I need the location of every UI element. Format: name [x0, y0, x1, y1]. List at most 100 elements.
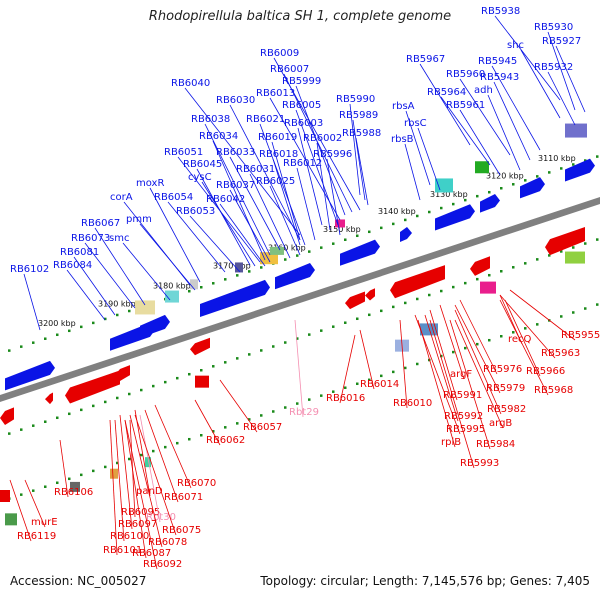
feature-block[interactable] [70, 481, 80, 492]
reverse-gene-arrow[interactable] [365, 288, 375, 301]
top-gene-label[interactable]: RB6019 [258, 132, 297, 143]
top-gene-label[interactable]: RB6003 [284, 118, 323, 129]
feature-block[interactable] [270, 246, 284, 255]
top-gene-label[interactable]: RB6030 [216, 95, 255, 106]
bottom-gene-label[interactable]: RB6016 [326, 393, 365, 404]
feature-block[interactable] [135, 300, 155, 315]
reverse-gene-arrow[interactable] [545, 226, 585, 256]
top-gene-label[interactable]: RB6012 [283, 158, 322, 169]
top-gene-label[interactable]: RB5930 [534, 22, 573, 33]
bottom-gene-label[interactable]: argB [489, 418, 512, 429]
top-gene-label[interactable]: adh [474, 85, 493, 96]
reverse-gene-arrow[interactable] [345, 291, 365, 310]
bottom-gene-label[interactable]: RB6119 [17, 531, 56, 542]
top-gene-label[interactable]: shc [507, 40, 524, 51]
reverse-gene-arrow[interactable] [190, 337, 210, 356]
top-gene-label[interactable]: RB6040 [171, 78, 210, 89]
bottom-gene-label[interactable]: RB6078 [148, 537, 187, 548]
bottom-gene-label[interactable]: argF [450, 369, 472, 380]
top-gene-label[interactable]: RB6067 [81, 218, 120, 229]
bottom-gene-label[interactable]: RB5966 [526, 366, 565, 377]
top-gene-label[interactable]: RB5943 [480, 72, 519, 83]
feature-block[interactable] [5, 513, 17, 526]
bottom-gene-label[interactable]: RB6100 [110, 531, 149, 542]
bottom-gene-label[interactable]: Rbt30 [146, 512, 176, 523]
forward-gene-arrow[interactable] [140, 314, 170, 338]
feature-block[interactable] [260, 252, 278, 265]
bottom-gene-label[interactable]: RB6097 [118, 519, 157, 530]
top-gene-label[interactable]: rbsB [391, 134, 414, 145]
forward-gene-arrow[interactable] [520, 177, 545, 199]
feature-block[interactable] [420, 323, 438, 336]
top-gene-label[interactable]: RB6031 [236, 164, 275, 175]
bottom-gene-label[interactable]: RB6014 [360, 379, 399, 390]
top-gene-label[interactable]: RB6045 [183, 159, 222, 170]
reverse-gene-arrow[interactable] [0, 407, 14, 425]
top-gene-label[interactable]: RB6013 [256, 88, 295, 99]
forward-gene-arrow[interactable] [400, 227, 412, 242]
top-gene-label[interactable]: RB5961 [446, 100, 485, 111]
bottom-gene-label[interactable]: RB5995 [446, 424, 485, 435]
top-gene-label[interactable]: RB6038 [191, 114, 230, 125]
top-gene-label[interactable]: RB5996 [313, 149, 352, 160]
top-gene-label[interactable]: moxR [136, 178, 164, 189]
top-gene-label[interactable]: RB6018 [259, 149, 298, 160]
top-gene-label[interactable]: RB6009 [260, 48, 299, 59]
reverse-gene-arrow[interactable] [115, 365, 130, 382]
bottom-gene-label[interactable]: RB5955 [561, 330, 600, 341]
bottom-gene-label[interactable]: RB6106 [54, 487, 93, 498]
top-gene-label[interactable]: RB6054 [154, 192, 193, 203]
top-gene-label[interactable]: RB5990 [336, 94, 375, 105]
feature-block[interactable] [475, 161, 489, 174]
bottom-gene-label[interactable]: RB6075 [162, 525, 201, 536]
forward-gene-arrow[interactable] [275, 263, 315, 290]
top-gene-label[interactable]: RB5999 [282, 76, 321, 87]
top-gene-label[interactable]: RB5989 [339, 110, 378, 121]
top-gene-label[interactable]: RB5938 [481, 6, 520, 17]
bottom-gene-label[interactable]: RB6071 [164, 492, 203, 503]
reverse-gene-arrow[interactable] [45, 392, 53, 405]
top-gene-label[interactable]: RB6073 [71, 233, 110, 244]
top-gene-label[interactable]: RB5932 [534, 62, 573, 73]
feature-block[interactable] [335, 219, 345, 228]
forward-gene-arrow[interactable] [435, 204, 475, 231]
bottom-gene-label[interactable]: panD [136, 486, 163, 497]
top-gene-label[interactable]: RB6084 [53, 260, 92, 271]
top-gene-label[interactable]: RB6005 [282, 100, 321, 111]
bottom-gene-label[interactable]: RB5993 [460, 458, 499, 469]
top-gene-label[interactable]: RB6034 [199, 131, 238, 142]
feature-block[interactable] [145, 457, 151, 468]
forward-gene-arrow[interactable] [480, 194, 500, 213]
feature-block[interactable] [565, 123, 587, 138]
top-gene-label[interactable]: RB5988 [342, 128, 381, 139]
feature-block[interactable] [480, 281, 496, 294]
bottom-gene-label[interactable]: RB5976 [483, 364, 522, 375]
bottom-gene-label[interactable]: RB5963 [541, 348, 580, 359]
reverse-gene-arrow[interactable] [390, 265, 445, 299]
top-gene-label[interactable]: rbsA [392, 101, 415, 112]
bottom-gene-label[interactable]: RB5982 [487, 404, 526, 415]
top-gene-label[interactable]: rbsC [404, 118, 427, 129]
forward-gene-arrow[interactable] [200, 279, 270, 317]
top-gene-label[interactable]: RB6025 [256, 176, 295, 187]
bottom-gene-label[interactable]: RB5968 [534, 385, 573, 396]
top-gene-label[interactable]: pmm [126, 214, 152, 225]
top-gene-label[interactable]: RB6053 [176, 206, 215, 217]
bottom-gene-label[interactable]: RB5992 [444, 411, 483, 422]
top-gene-label[interactable]: RB6007 [270, 64, 309, 75]
top-gene-label[interactable]: corA [110, 192, 133, 203]
bottom-gene-label[interactable]: RB6101 [103, 545, 142, 556]
top-gene-label[interactable]: RB5967 [406, 54, 445, 65]
top-gene-label[interactable]: cysC [188, 172, 212, 183]
feature-block[interactable] [190, 279, 198, 290]
top-gene-label[interactable]: RB5945 [478, 56, 517, 67]
feature-block[interactable] [435, 178, 453, 193]
bottom-gene-label[interactable]: Rbt29 [289, 407, 319, 418]
bottom-gene-label[interactable]: RB6057 [243, 422, 282, 433]
forward-gene-arrow[interactable] [340, 239, 380, 266]
bottom-gene-label[interactable]: RB6087 [132, 548, 171, 559]
reverse-gene-arrow[interactable] [470, 256, 490, 276]
top-gene-label[interactable]: RB6033 [216, 147, 255, 158]
forward-gene-arrow[interactable] [565, 158, 595, 182]
